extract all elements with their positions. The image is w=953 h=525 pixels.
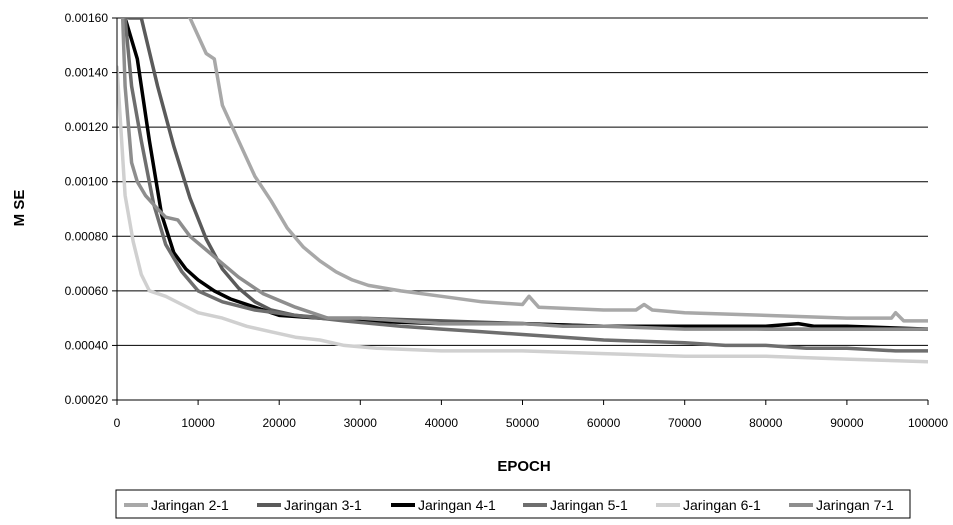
y-tick-label: 0.00020: [65, 393, 109, 407]
x-tick-label: 60000: [587, 416, 621, 430]
x-tick-label: 10000: [181, 416, 215, 430]
y-tick-label: 0.00040: [65, 338, 109, 352]
y-tick-label: 0.00120: [65, 120, 109, 134]
y-tick-label: 0.00080: [65, 229, 109, 243]
y-tick-label: 0.00060: [65, 284, 109, 298]
y-tick-label: 0.00140: [65, 66, 109, 80]
y-axis-title: M SE: [11, 190, 28, 227]
legend-label-jaringan-6-1: Jaringan 6-1: [683, 497, 761, 513]
gridlines: [117, 18, 928, 400]
x-tick-label: 20000: [263, 416, 297, 430]
x-tick-label: 50000: [506, 416, 540, 430]
x-tick-label: 40000: [425, 416, 459, 430]
y-tick-label: 0.00160: [65, 11, 109, 25]
x-axis-title: EPOCH: [497, 458, 550, 475]
y-axis-ticks: 0.00020 0.00040 0.00060 0.00080 0.00100 0.001…: [65, 11, 117, 407]
legend-label-jaringan-3-1: Jaringan 3-1: [284, 497, 362, 513]
series-line-jaringan-7-1: [123, 18, 928, 329]
x-tick-label: 30000: [344, 416, 378, 430]
y-tick-label: 0.00100: [65, 175, 109, 189]
legend-label-jaringan-4-1: Jaringan 4-1: [418, 497, 496, 513]
x-tick-label: 100000: [908, 416, 948, 430]
series-lines: [117, 18, 928, 362]
series-line-jaringan-2-1: [190, 18, 928, 321]
legend-label-jaringan-5-1: Jaringan 5-1: [550, 497, 628, 513]
x-tick-label: 90000: [830, 416, 864, 430]
x-tick-label: 70000: [668, 416, 702, 430]
legend-label-jaringan-7-1: Jaringan 7-1: [816, 497, 894, 513]
legend-label-jaringan-2-1: Jaringan 2-1: [151, 497, 229, 513]
x-tick-label: 0: [114, 416, 121, 430]
x-axis-ticks: 0 10000 20000 30000 40000 50000 60000 70000 8000…: [114, 400, 949, 430]
x-tick-label: 80000: [749, 416, 783, 430]
legend: Jaringan 2-1 Jaringan 3-1 Jaringan 4-1 Jari…: [116, 490, 910, 518]
